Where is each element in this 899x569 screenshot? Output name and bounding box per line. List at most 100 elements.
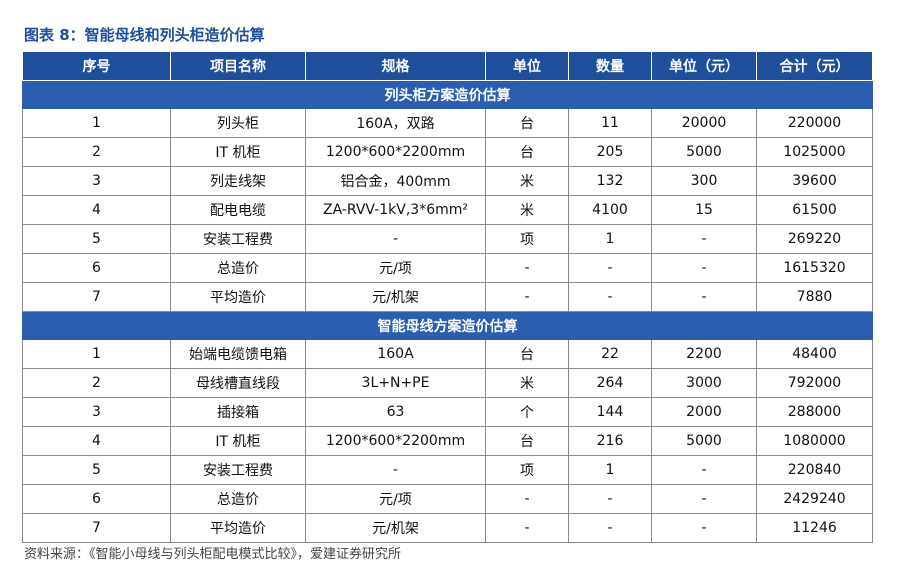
cell: 7 — [22, 282, 171, 312]
cell: 2 — [22, 368, 171, 398]
header-cell: 规格 — [305, 51, 486, 81]
data-row: 6 总造价 元/项 - - -1615320 — [22, 253, 873, 283]
cell: 11246 — [756, 513, 873, 543]
cell: 300 — [651, 166, 757, 196]
cell: 7 — [22, 513, 171, 543]
cell: 台 — [485, 426, 569, 456]
source-note: 资料来源：《智能小母线与列头柜配电模式比较》，爱建证券研究所 — [24, 547, 402, 562]
data-row: 5 安装工程费 - 项 1-220840 — [22, 455, 873, 485]
cell: 元/项 — [305, 253, 486, 283]
cell: 1200*600*2200mm — [305, 137, 486, 167]
cell: 144 — [568, 397, 652, 427]
cell: 216 — [568, 426, 652, 456]
cell: 132 — [568, 166, 652, 196]
section-title: 列头柜方案造价估算 — [22, 80, 873, 109]
cell: 安装工程费 — [170, 455, 306, 485]
cell: IT 机柜 — [170, 137, 306, 167]
data-row: 2 母线槽直线段 3L+N+PE 米 264 3000 792000 — [22, 368, 873, 398]
cell: 15 — [651, 195, 757, 225]
data-row: 7 平均造价 元/机架 - - -11246 — [22, 513, 873, 543]
cell: 台 — [485, 339, 569, 369]
cell: 11 — [568, 108, 652, 138]
cell: 792000 — [756, 368, 873, 398]
cell: - — [485, 513, 569, 543]
cell: - — [651, 253, 757, 283]
cell: 220000 — [756, 108, 873, 138]
cell: 1025000 — [756, 137, 873, 167]
cell: 48400 — [756, 339, 873, 369]
cell: 元/项 — [305, 484, 486, 514]
cell: 个 — [485, 397, 569, 427]
cell: 5 — [22, 224, 171, 254]
cell: - — [651, 455, 757, 485]
cell: 5 — [22, 455, 171, 485]
data-row: 4 配电电缆 ZA-RVV-1kV,3*6mm² 米 4100 15 61500 — [22, 195, 873, 225]
cell: 22 — [568, 339, 652, 369]
section-row: 智能母线方案造价估算 — [22, 311, 873, 340]
cell: 1 — [22, 339, 171, 369]
cell: 总造价 — [170, 253, 306, 283]
cell: - — [485, 484, 569, 514]
cell: 项 — [485, 455, 569, 485]
header-cell: 项目名称 — [170, 51, 306, 81]
cell: 插接箱 — [170, 397, 306, 427]
cell: IT 机柜 — [170, 426, 306, 456]
cell: 3000 — [651, 368, 757, 398]
cell: 1200*600*2200mm — [305, 426, 486, 456]
cell: 205 — [568, 137, 652, 167]
cell: 米 — [485, 166, 569, 196]
cell: 2200 — [651, 339, 757, 369]
data-row: 3 插接箱 63 个 144 2000 288000 — [22, 397, 873, 427]
cell: 母线槽直线段 — [170, 368, 306, 398]
cell: 列头柜 — [170, 108, 306, 138]
cell: - — [305, 455, 486, 485]
cell: 配电电缆 — [170, 195, 306, 225]
cell: 1080000 — [756, 426, 873, 456]
cell: 项 — [485, 224, 569, 254]
cell: - — [568, 513, 652, 543]
cell: 1 — [568, 224, 652, 254]
section-row: 列头柜方案造价估算 — [22, 80, 873, 109]
cell: 2000 — [651, 397, 757, 427]
cell: - — [651, 282, 757, 312]
cell: 米 — [485, 368, 569, 398]
cell: - — [305, 224, 486, 254]
cell: 220840 — [756, 455, 873, 485]
cell: 6 — [22, 253, 171, 283]
section-title: 智能母线方案造价估算 — [22, 311, 873, 340]
header-cell: 序号 — [22, 51, 171, 81]
cell: 台 — [485, 108, 569, 138]
cell: 4100 — [568, 195, 652, 225]
cell: - — [568, 253, 652, 283]
data-row: 6 总造价 元/项 - - -2429240 — [22, 484, 873, 514]
cell: ZA-RVV-1kV,3*6mm² — [305, 195, 486, 225]
cell: 总造价 — [170, 484, 306, 514]
cell: 1 — [568, 455, 652, 485]
cell: - — [568, 282, 652, 312]
cell: - — [568, 484, 652, 514]
cell: 台 — [485, 137, 569, 167]
header-cell: 合计（元） — [756, 51, 873, 81]
cell: - — [651, 484, 757, 514]
cell: 269220 — [756, 224, 873, 254]
data-row: 1 列头柜 160A，双路台 11 20000 220000 — [22, 108, 873, 138]
cell: 3 — [22, 397, 171, 427]
cell: 3L+N+PE — [305, 368, 486, 398]
cell: 6 — [22, 484, 171, 514]
cell: 元/机架 — [305, 282, 486, 312]
cell: 7880 — [756, 282, 873, 312]
cell: 2429240 — [756, 484, 873, 514]
cell: 160A — [305, 339, 486, 369]
cell: 288000 — [756, 397, 873, 427]
cell: - — [651, 224, 757, 254]
table-body: 序号 项目名称 规格 单位 数量 单位（元） 合计（元） 列头柜方案造价估算 1 列头柜 160A，… — [22, 51, 873, 543]
cell: 1615320 — [756, 253, 873, 283]
cell: 61500 — [756, 195, 873, 225]
header-row: 序号 项目名称 规格 单位 数量 单位（元） 合计（元） — [22, 51, 873, 81]
cell: 160A，双路 — [305, 108, 486, 138]
cell: 米 — [485, 195, 569, 225]
cell: 20000 — [651, 108, 757, 138]
cell: 264 — [568, 368, 652, 398]
figure-title: 图表 8：智能母线和列头柜造价估算 — [24, 26, 265, 44]
